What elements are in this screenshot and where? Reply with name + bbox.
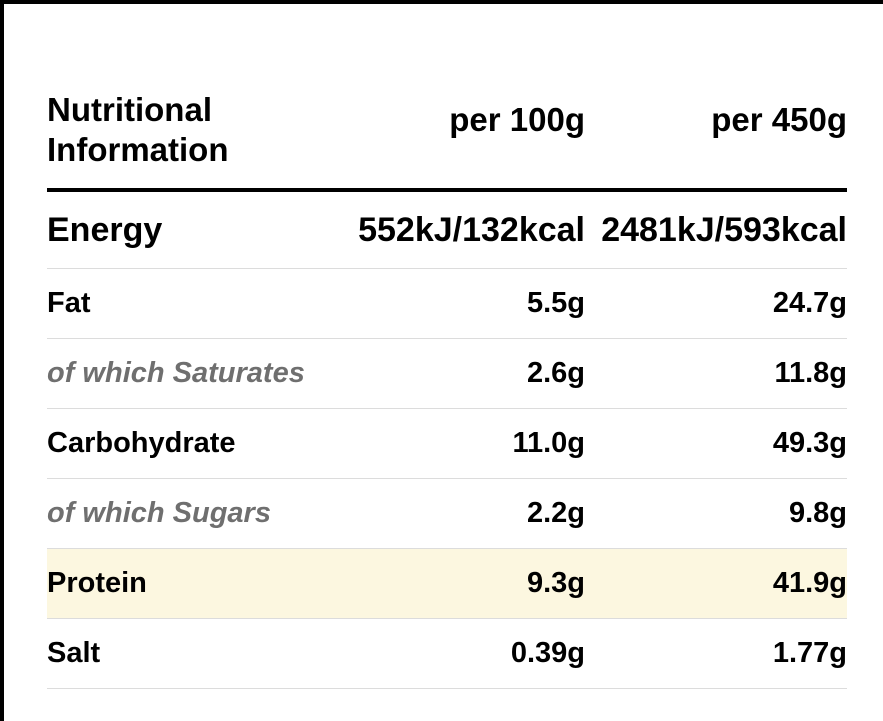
nutrition-table: Nutritional Information per 100g per 450… xyxy=(47,76,847,689)
table-row-protein: Protein 9.3g 41.9g xyxy=(47,548,847,619)
table-row-fat: Fat 5.5g 24.7g xyxy=(47,268,847,339)
row-label: of which Sugars xyxy=(47,478,347,549)
row-label: Fat xyxy=(47,268,347,339)
row-value-per-450g: 41.9g xyxy=(585,548,847,619)
table-header-row: Nutritional Information per 100g per 450… xyxy=(47,76,847,192)
table-row-saturates: of which Saturates 2.6g 11.8g xyxy=(47,338,847,409)
row-value-per-100g: 9.3g xyxy=(347,548,585,619)
header-per-450g: per 450g xyxy=(585,76,847,192)
row-label: Carbohydrate xyxy=(47,408,347,479)
row-label: of which Saturates xyxy=(47,338,347,409)
row-label: Protein xyxy=(47,548,347,619)
table-row-sugars: of which Sugars 2.2g 9.8g xyxy=(47,478,847,549)
row-value-per-450g: 24.7g xyxy=(585,268,847,339)
row-value-per-100g: 5.5g xyxy=(347,268,585,339)
row-value-per-450g: 49.3g xyxy=(585,408,847,479)
row-label: Energy xyxy=(47,190,347,269)
table-row-carbohydrate: Carbohydrate 11.0g 49.3g xyxy=(47,408,847,479)
header-label-line2: Information xyxy=(47,131,229,168)
row-value-per-100g: 0.39g xyxy=(347,618,585,689)
row-value-per-100g: 552kJ/132kcal xyxy=(347,190,585,269)
table-row-salt: Salt 0.39g 1.77g xyxy=(47,618,847,689)
table-row-energy: Energy 552kJ/132kcal 2481kJ/593kcal xyxy=(47,190,847,269)
row-value-per-100g: 2.6g xyxy=(347,338,585,409)
row-value-per-450g: 11.8g xyxy=(585,338,847,409)
row-label: Salt xyxy=(47,618,347,689)
header-per-100g: per 100g xyxy=(347,76,585,192)
row-value-per-450g: 2481kJ/593kcal xyxy=(585,190,847,269)
row-value-per-100g: 2.2g xyxy=(347,478,585,549)
row-value-per-450g: 1.77g xyxy=(585,618,847,689)
row-value-per-100g: 11.0g xyxy=(347,408,585,479)
header-label-line1: Nutritional xyxy=(47,91,212,128)
row-value-per-450g: 9.8g xyxy=(585,478,847,549)
header-nutritional-information: Nutritional Information xyxy=(47,76,347,192)
